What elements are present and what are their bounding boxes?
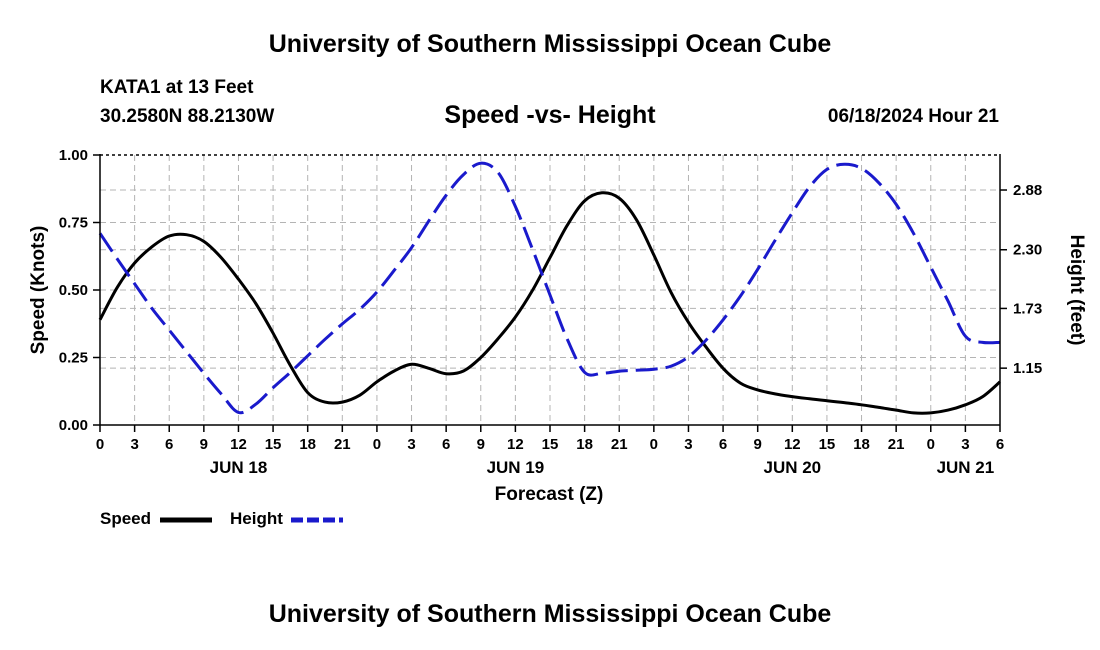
x-tick-label: 12	[784, 436, 801, 453]
x-tick-label: 3	[407, 436, 415, 453]
x-tick-label: 18	[299, 436, 316, 453]
x-tick-label: 0	[373, 436, 381, 453]
forecast-datetime: 06/18/2024 Hour 21	[827, 106, 999, 127]
x-tick-label: 9	[477, 436, 485, 453]
footer-title: University of Southern Mississippi Ocean…	[268, 600, 832, 628]
x-tick-label: 3	[130, 436, 138, 453]
x-tick-label: 6	[996, 436, 1004, 453]
grid	[100, 155, 1000, 425]
x-tick-label: 9	[200, 436, 208, 453]
y-tick-label: 0.00	[59, 417, 88, 434]
x-tick-label: 0	[96, 436, 104, 453]
y-axis-label: Speed (Knots)	[28, 226, 49, 355]
x-tick-label: 21	[334, 436, 351, 453]
ticks: 0 3 6 9 12 15 18 21 0 3 6 9 12 15 18 21 0 3 6 9 12 15 18 21 0 3 6J…	[59, 147, 1042, 477]
date-label: JUN 19	[487, 458, 545, 477]
x-tick-label: 12	[230, 436, 247, 453]
x-axis-label: Forecast (Z)	[495, 484, 604, 505]
speed-series-line	[98, 191, 1001, 415]
x-tick-label: 3	[961, 436, 969, 453]
y-tick-label: 0.50	[59, 282, 88, 299]
y2-axis-label: Height (feet)	[1066, 235, 1087, 346]
x-tick-label: 15	[819, 436, 836, 453]
x-tick-label: 15	[265, 436, 282, 453]
y-tick-label: 0.75	[59, 215, 88, 232]
x-tick-label: 21	[611, 436, 628, 453]
x-tick-label: 6	[165, 436, 173, 453]
y2-tick-label: 2.88	[1013, 182, 1042, 199]
chart-subtitle: Speed -vs- Height	[444, 101, 656, 129]
date-label: JUN 18	[210, 458, 268, 477]
y-tick-label: 0.25	[59, 350, 88, 367]
y2-tick-label: 1.73	[1013, 300, 1042, 317]
x-tick-label: 18	[576, 436, 593, 453]
y-tick-label: 1.00	[59, 147, 88, 164]
date-label: JUN 20	[763, 458, 821, 477]
legend-speed-label: Speed	[100, 509, 152, 528]
x-tick-label: 0	[650, 436, 658, 453]
x-tick-label: 15	[542, 436, 559, 453]
station-label: KATA1 at 13 Feet	[100, 77, 254, 98]
x-tick-label: 21	[888, 436, 905, 453]
x-tick-label: 3	[684, 436, 692, 453]
x-tick-label: 18	[853, 436, 870, 453]
date-label: JUN 21	[937, 458, 995, 477]
x-tick-label: 12	[507, 436, 524, 453]
x-tick-label: 6	[442, 436, 450, 453]
y2-tick-label: 2.30	[1013, 242, 1042, 259]
coordinates-label: 30.2580N 88.2130W	[100, 106, 275, 127]
page-title: University of Southern Mississippi Ocean…	[268, 30, 832, 58]
x-tick-label: 6	[719, 436, 727, 453]
height-series-line	[98, 161, 1001, 415]
legend-height-label: Height	[230, 509, 283, 528]
x-tick-label: 9	[754, 436, 762, 453]
y2-tick-label: 1.15	[1013, 360, 1042, 377]
series-layer	[98, 161, 1001, 415]
x-tick-label: 0	[927, 436, 935, 453]
